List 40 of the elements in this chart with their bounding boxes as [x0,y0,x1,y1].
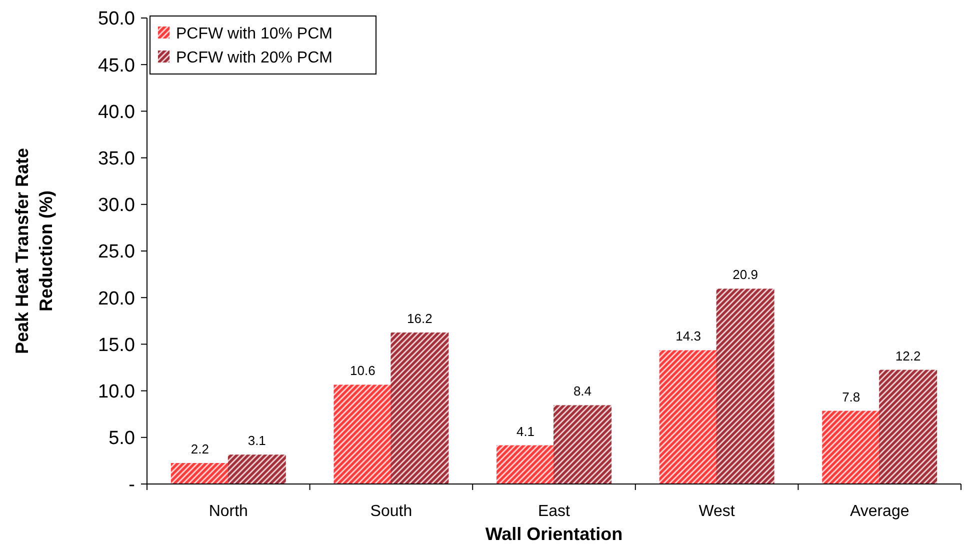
bar [554,405,612,484]
y-tick-label: 5.0 [108,428,135,450]
y-axis-title: Peak Heat Transfer Rate Reduction (%) [12,148,56,354]
x-tick-label: West [698,503,736,520]
data-label: 14.3 [676,328,701,344]
x-axis-title: Wall Orientation [485,524,623,544]
data-label: 3.1 [248,433,266,448]
bar [716,288,774,484]
bar [334,384,392,484]
bar [879,370,938,484]
data-label: 4.1 [516,424,535,439]
bar [822,410,880,484]
data-label: 7.8 [842,389,860,404]
y-tick-label: 15.0 [98,334,135,356]
data-label: 20.9 [732,267,758,282]
x-tick-label: East [538,503,571,520]
legend-label: PCFW with 20% PCM [176,50,332,67]
y-tick-label: 20.0 [98,288,135,310]
data-label: 2.2 [190,441,209,456]
bar [390,332,449,484]
y-tick-label: 25.0 [98,242,135,263]
y-tick-label: 50.0 [98,8,135,30]
y-tick-label: 35.0 [98,148,135,170]
x-tick-label: North [208,503,248,520]
y-tick-label: 10.0 [98,381,135,402]
legend-label: PCFW with 10% PCM [176,26,332,43]
y-tick-label: 45.0 [98,55,135,76]
bar [170,462,229,484]
data-label: 12.2 [895,348,921,364]
data-label: 16.2 [407,311,432,326]
x-tick-label: Average [850,503,910,520]
y-tick-label: 30.0 [98,195,135,216]
bar [659,350,718,484]
x-tick-label: South [370,503,412,520]
bar [228,454,286,484]
y-tick-label: 40.0 [98,102,135,123]
bar [496,445,554,484]
data-label: 8.4 [573,384,592,399]
y-tick-label: - [128,474,135,496]
data-label: 10.6 [350,363,376,378]
